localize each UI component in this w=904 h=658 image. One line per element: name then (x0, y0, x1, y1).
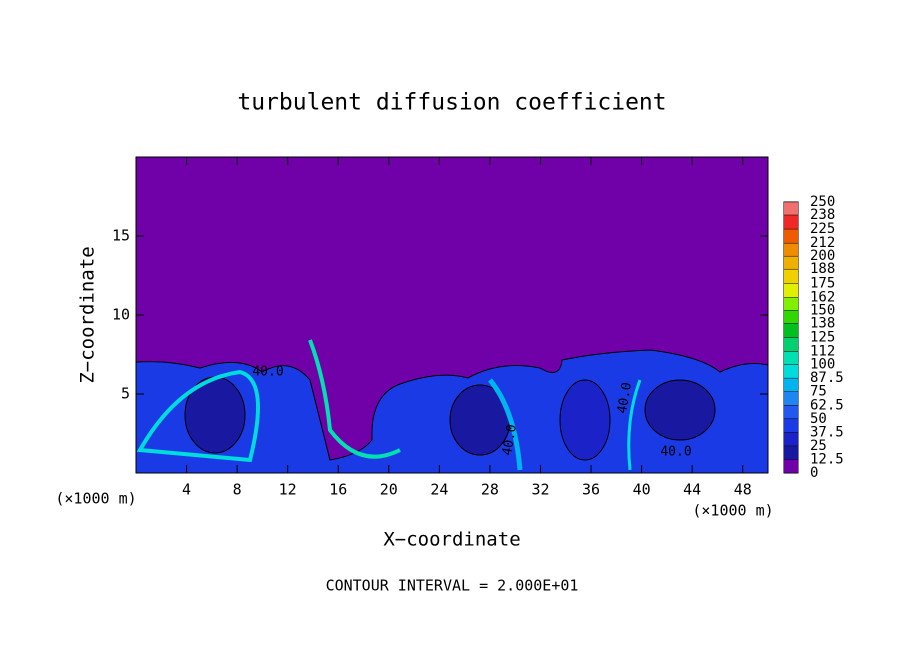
x-tick-label: 32 (531, 481, 549, 499)
footnote: CONTOUR INTERVAL = 2.000E+01 (326, 577, 579, 595)
colorbar-tick-label: 100 (810, 357, 835, 373)
field-region (559, 379, 611, 461)
x-tick-label: 40 (633, 481, 651, 499)
colorbar-swatch (784, 391, 798, 406)
colorbar-swatch (784, 243, 798, 257)
colorbar-swatch (784, 351, 798, 365)
x-tick-label: 8 (233, 481, 242, 499)
x-tick-label: 24 (430, 481, 448, 499)
colorbar-tick-label: 75 (810, 384, 827, 400)
colorbar-swatch (784, 459, 798, 473)
x-tick-label: 4 (182, 481, 191, 499)
field-region (644, 379, 716, 441)
colorbar-tick-label: 138 (810, 315, 835, 331)
x-unit-label: (×1000 m) (55, 490, 136, 508)
colorbar-tick-label: 25 (810, 438, 827, 454)
x-unit-label: (×1000 m) (692, 502, 773, 520)
colorbar-swatch (784, 297, 798, 311)
colorbar-swatch (784, 364, 798, 379)
colorbar-tick-label: 150 (810, 302, 835, 318)
colorbar-swatch (784, 229, 798, 244)
colorbar-swatch (784, 256, 798, 270)
contour-label: 40.0 (252, 365, 283, 380)
colorbar-tick-label: 12.5 (810, 451, 844, 467)
x-tick-label: 16 (329, 481, 347, 499)
colorbar-tick-label: 0 (810, 465, 818, 481)
colorbar-tick-label: 112 (810, 344, 835, 360)
colorbar-swatch (784, 432, 798, 446)
x-tick-label: 48 (734, 481, 752, 499)
x-tick-label: 36 (582, 481, 600, 499)
colorbar-tick-label: 188 (810, 261, 835, 277)
colorbar-tick-label: 125 (810, 330, 835, 346)
contour-label: 40.0 (660, 445, 691, 460)
colorbar-swatch (784, 405, 798, 419)
colorbar-tick-label: 62.5 (810, 397, 844, 413)
colorbar-swatch (784, 418, 798, 433)
colorbar-tick-label: 250 (810, 194, 835, 210)
x-tick-label: 20 (380, 481, 398, 499)
colorbar-tick-label: 37.5 (810, 424, 844, 440)
colorbar-swatch (784, 378, 798, 392)
colorbar-tick-label: 162 (810, 289, 835, 305)
field (135, 156, 769, 474)
colorbar-tick-label: 225 (810, 221, 835, 237)
colorbar-swatch (784, 445, 798, 460)
colorbar-swatch (784, 323, 798, 338)
colorbar-swatch (784, 269, 798, 284)
field-filament (136, 369, 260, 463)
x-tick-label: 12 (279, 481, 297, 499)
colorbar-swatch (784, 310, 798, 324)
y-tick-label: 10 (112, 306, 130, 324)
colorbar-tick-label: 238 (810, 207, 835, 223)
contour-label: 40.0 (500, 423, 520, 456)
colorbar-swatch (784, 215, 798, 230)
colorbar-swatch (784, 337, 798, 352)
colorbar-swatch (784, 283, 798, 298)
colorbar-tick-label: 175 (810, 275, 835, 291)
colorbar-tick-label: 200 (810, 248, 835, 264)
field-filament (488, 378, 523, 471)
chart-title: turbulent diffusion coefficient (237, 90, 666, 116)
contour-label: 40.0 (615, 381, 635, 414)
field-filament (627, 379, 642, 471)
x-axis-label: X−coordinate (383, 529, 520, 551)
colorbar-swatch (784, 202, 798, 216)
x-tick-label: 28 (481, 481, 499, 499)
x-tick-label: 44 (683, 481, 701, 499)
y-tick-label: 15 (112, 227, 130, 245)
y-tick-label: 5 (121, 385, 130, 403)
colorbar-tick-label: 50 (810, 411, 827, 427)
field-filament (308, 339, 401, 459)
y-axis-label: Z−coordinate (77, 246, 99, 383)
colorbar-tick-label: 87.5 (810, 370, 844, 386)
colorbar-tick-label: 212 (810, 235, 835, 251)
